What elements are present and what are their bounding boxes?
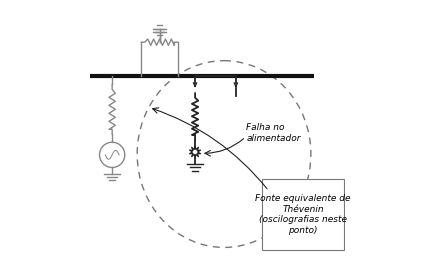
FancyBboxPatch shape xyxy=(262,179,343,250)
Text: Fonte equivalente de
Thévenin
(oscilografias neste
ponto): Fonte equivalente de Thévenin (oscilogra… xyxy=(255,194,350,235)
Text: Falha no
alimentador: Falha no alimentador xyxy=(246,123,300,143)
